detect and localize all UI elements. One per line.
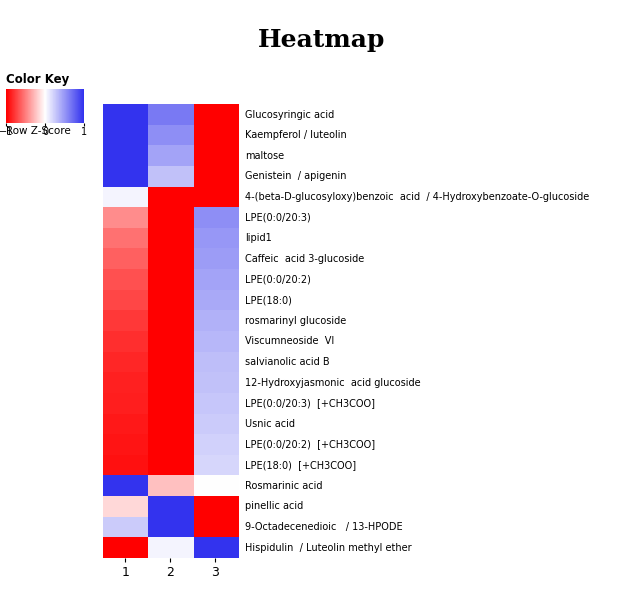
Text: LPE(0:0/20:2): LPE(0:0/20:2) — [245, 275, 311, 284]
Text: LPE(0:0/20:3)  [+CH3COO]: LPE(0:0/20:3) [+CH3COO] — [245, 398, 375, 408]
Text: salvianolic acid B: salvianolic acid B — [245, 357, 330, 367]
Text: Row Z-Score: Row Z-Score — [6, 126, 71, 135]
Text: LPE(0:0/20:2)  [+CH3COO]: LPE(0:0/20:2) [+CH3COO] — [245, 440, 376, 449]
Text: lipid1: lipid1 — [245, 233, 272, 243]
Text: Hispidulin  / Luteolin methyl ether: Hispidulin / Luteolin methyl ether — [245, 543, 412, 552]
Text: maltose: maltose — [245, 151, 284, 161]
Text: LPE(18:0): LPE(18:0) — [245, 295, 292, 305]
Text: 9-Octadecenedioic   / 13-HPODE: 9-Octadecenedioic / 13-HPODE — [245, 522, 403, 532]
Text: Color Key: Color Key — [6, 73, 69, 86]
Text: 4-(beta-D-glucosyloxy)benzoic  acid  / 4-Hydroxybenzoate-O-glucoside: 4-(beta-D-glucosyloxy)benzoic acid / 4-H… — [245, 192, 590, 202]
Text: 12-Hydroxyjasmonic  acid glucoside: 12-Hydroxyjasmonic acid glucoside — [245, 378, 421, 387]
Text: Heatmap: Heatmap — [258, 28, 385, 51]
Text: Glucosyringic acid: Glucosyringic acid — [245, 110, 334, 120]
Text: Genistein  / apigenin: Genistein / apigenin — [245, 172, 347, 181]
Text: LPE(18:0)  [+CH3COO]: LPE(18:0) [+CH3COO] — [245, 460, 356, 470]
Text: Rosmarinic acid: Rosmarinic acid — [245, 481, 323, 490]
Text: Caffeic  acid 3-glucoside: Caffeic acid 3-glucoside — [245, 254, 365, 264]
Text: pinellic acid: pinellic acid — [245, 501, 303, 511]
Text: Viscumneoside  VI: Viscumneoside VI — [245, 337, 334, 346]
Text: Kaempferol / luteolin: Kaempferol / luteolin — [245, 130, 347, 140]
Text: Usnic acid: Usnic acid — [245, 419, 295, 429]
Text: LPE(0:0/20:3): LPE(0:0/20:3) — [245, 213, 311, 223]
Text: rosmarinyl glucoside: rosmarinyl glucoside — [245, 316, 347, 326]
